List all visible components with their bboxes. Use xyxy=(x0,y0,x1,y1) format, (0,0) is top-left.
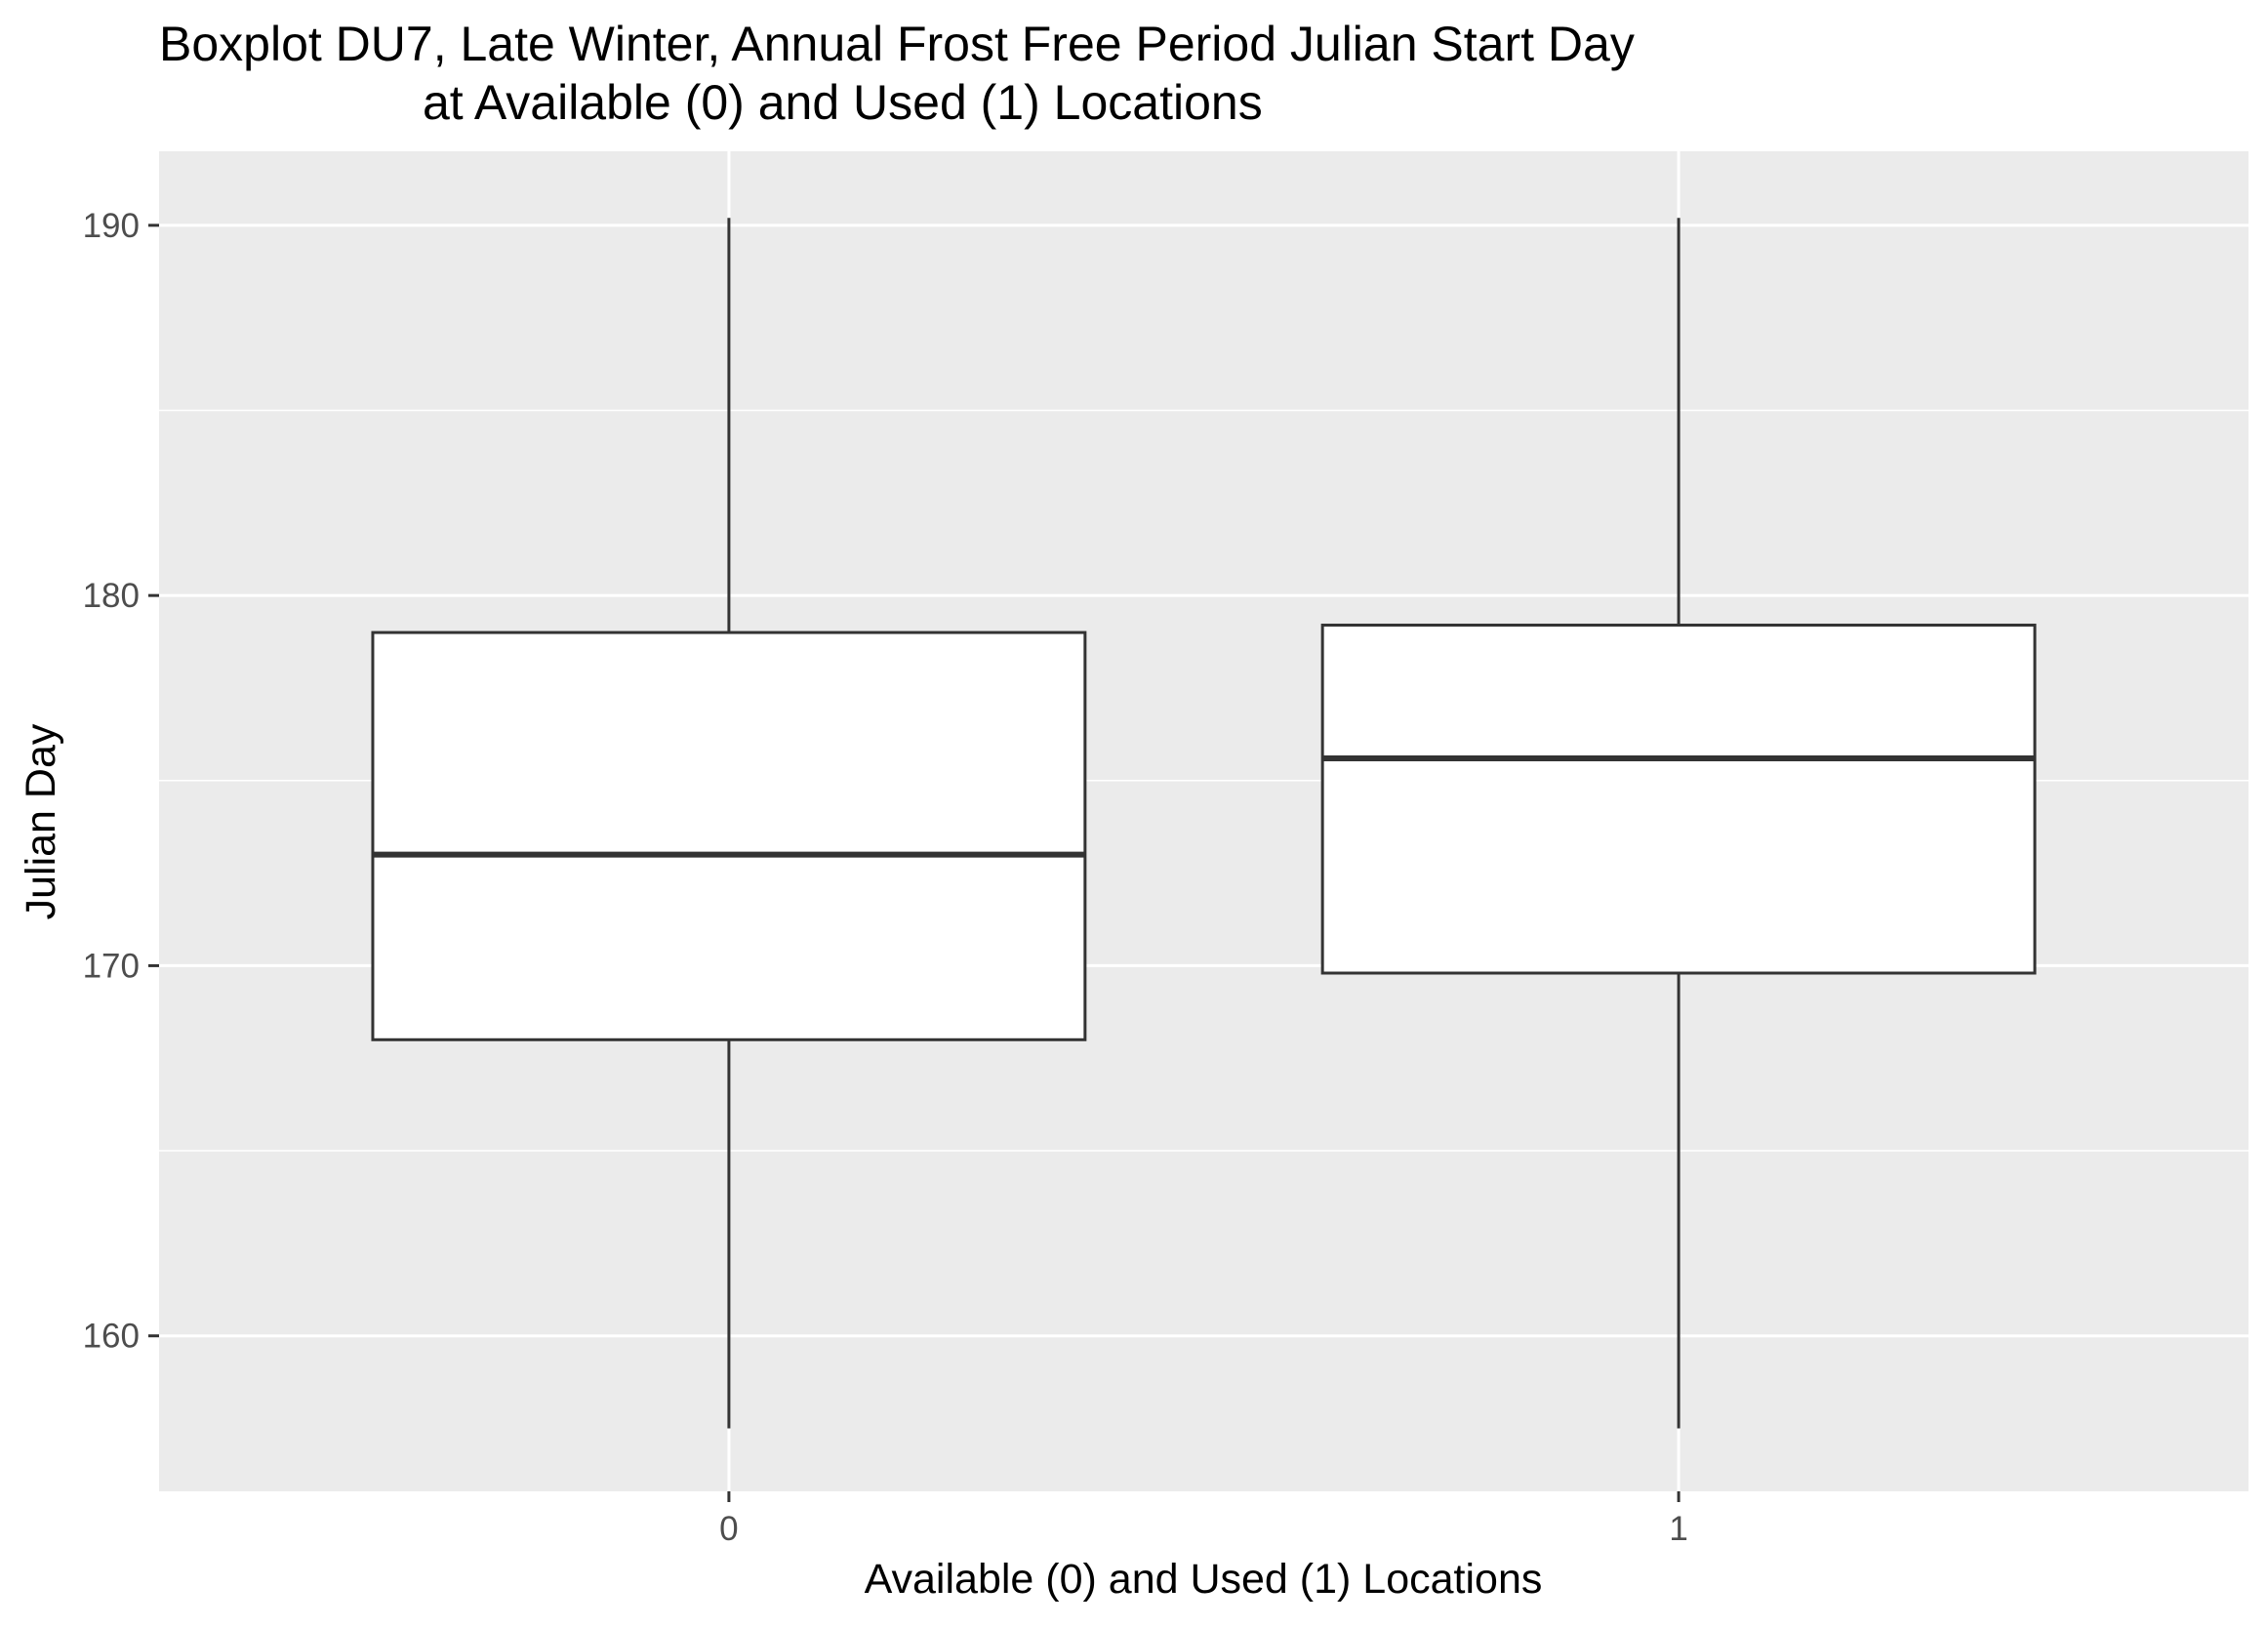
box-1 xyxy=(1320,218,2037,1429)
y-tick-label: 170 xyxy=(83,947,140,985)
x-axis-title: Available (0) and Used (1) Locations xyxy=(865,1556,1543,1603)
axes: 160 170 180 190 0 1 xyxy=(83,207,1688,1548)
y-axis-title: Julian Day xyxy=(18,723,64,919)
y-tick-label: 190 xyxy=(83,207,140,245)
iqr-box xyxy=(1320,623,2037,975)
y-tick-label: 160 xyxy=(83,1318,140,1356)
iqr-box xyxy=(371,630,1087,1041)
chart-title-line-2: at Available (0) and Used (1) Locations xyxy=(423,75,1263,130)
x-tick-label: 0 xyxy=(719,1510,738,1548)
y-tick-label: 180 xyxy=(83,577,140,615)
chart-title-line-1: Boxplot DU7, Late Winter, Annual Frost F… xyxy=(159,17,1635,71)
box-0 xyxy=(371,218,1087,1429)
x-tick-label: 1 xyxy=(1669,1510,1687,1548)
boxplot-boxes xyxy=(371,218,2037,1429)
